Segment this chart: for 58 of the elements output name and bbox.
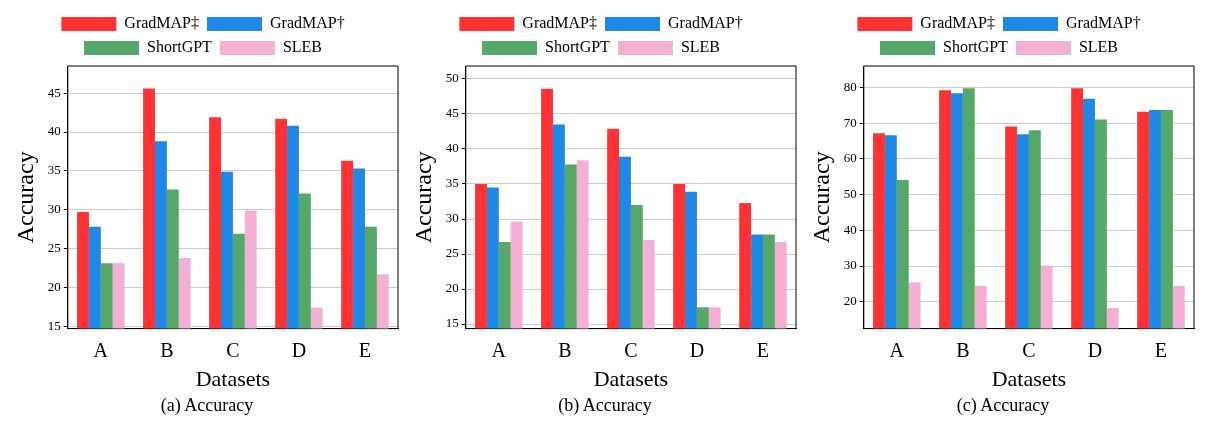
y-axis-title: Accuracy	[11, 151, 38, 244]
legend-label: GradMAP†	[668, 14, 743, 32]
x-axis-title: Datasets	[991, 365, 1067, 391]
x-tick-label: B	[558, 338, 572, 361]
y-axis-title: Accuracy	[807, 151, 834, 244]
y-tick-label: 25	[47, 240, 61, 255]
y-tick-label: 45	[445, 105, 459, 121]
x-tick-label: A	[491, 338, 507, 361]
y-tick-label: 25	[445, 245, 459, 261]
legend-label: SLEB	[282, 38, 323, 56]
y-tick-label: 20	[47, 278, 61, 294]
x-tick-label: B	[160, 338, 174, 361]
legend-label: GradMAP‡	[124, 14, 200, 32]
legend-label: GradMAP‡	[920, 14, 996, 32]
x-tick-label: B	[956, 338, 970, 361]
x-axis-title: Datasets	[195, 365, 271, 391]
y-tick-label: 20	[843, 293, 857, 309]
legend-label: ShortGPT	[544, 38, 611, 56]
y-tick-label: 40	[445, 140, 459, 156]
x-tick-label: C	[624, 338, 638, 361]
text: (a) Accuracy	[159, 395, 255, 416]
text: (c) Accuracy	[955, 395, 1051, 416]
legend-label: GradMAP†	[1066, 14, 1141, 32]
y-tick-label: 30	[47, 201, 61, 217]
y-tick-label: 80	[843, 78, 857, 94]
y-tick-label: 30	[843, 257, 857, 273]
y-tick-label: 40	[47, 123, 61, 139]
y-tick-label: 45	[47, 84, 61, 100]
legend-label: GradMAP‡	[522, 14, 598, 32]
y-tick-label: 35	[445, 175, 459, 191]
legend-label: SLEB	[1078, 38, 1119, 56]
x-tick-label: C	[1022, 338, 1036, 361]
y-tick-label: 35	[47, 162, 61, 178]
y-tick-label: 30	[445, 210, 459, 226]
y-tick-label: 15	[445, 315, 459, 331]
x-tick-label: D	[1087, 338, 1103, 361]
legend-label: GradMAP†	[270, 14, 345, 32]
x-tick-label: E	[358, 338, 372, 361]
y-tick-label: 20	[445, 280, 459, 296]
y-axis-title: Accuracy	[409, 151, 436, 244]
y-tick-label: 50	[445, 70, 459, 86]
x-tick-label: E	[756, 338, 770, 361]
x-tick-label: D	[689, 338, 705, 361]
y-tick-label: 50	[843, 186, 857, 202]
text: (b) Accuracy	[557, 395, 653, 416]
x-tick-label: A	[889, 338, 905, 361]
y-tick-label: 40	[843, 221, 857, 237]
legend-label: ShortGPT	[942, 38, 1009, 56]
x-axis-title: Datasets	[593, 365, 669, 391]
y-tick-label: 70	[843, 114, 857, 130]
x-tick-label: D	[291, 338, 307, 361]
legend-label: SLEB	[680, 38, 721, 56]
x-tick-label: A	[93, 338, 109, 361]
x-tick-label: C	[226, 338, 240, 361]
legend-label: ShortGPT	[146, 38, 213, 56]
y-tick-label: 15	[47, 317, 61, 333]
y-tick-label: 60	[843, 150, 857, 166]
x-tick-label: E	[1154, 338, 1168, 361]
